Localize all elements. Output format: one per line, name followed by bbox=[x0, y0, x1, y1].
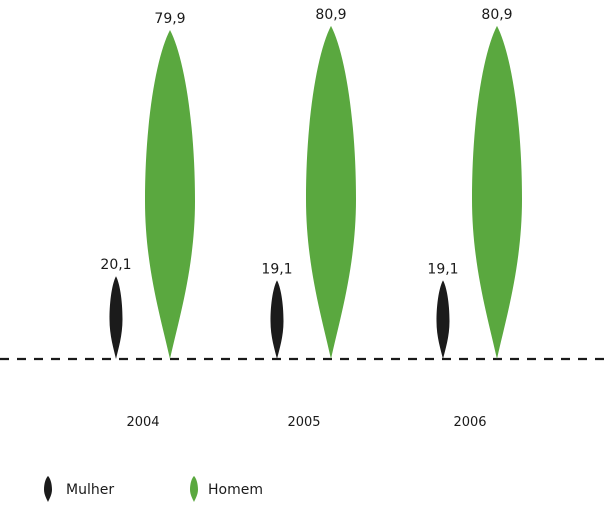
mark-mulher-2004 bbox=[109, 276, 123, 359]
year-labels: 2004 2005 2006 bbox=[126, 415, 486, 430]
legend-label-homem: Homem bbox=[208, 482, 263, 498]
marks bbox=[109, 25, 522, 359]
legend-icon-mulher bbox=[44, 476, 52, 502]
value-labels: 20,1 79,9 19,1 80,9 19,1 80,9 bbox=[100, 7, 512, 277]
x-tick-label-2004: 2004 bbox=[126, 415, 159, 430]
value-label-mulher-2004: 20,1 bbox=[100, 257, 131, 273]
value-label-mulher-2006: 19,1 bbox=[427, 261, 458, 277]
legend: Mulher Homem bbox=[44, 476, 263, 502]
mark-mulher-2006 bbox=[436, 280, 450, 359]
x-tick-label-2006: 2006 bbox=[453, 415, 486, 430]
value-label-homem-2006: 80,9 bbox=[481, 7, 512, 23]
value-label-mulher-2005: 19,1 bbox=[261, 261, 292, 277]
x-tick-label-2005: 2005 bbox=[287, 415, 320, 430]
legend-label-mulher: Mulher bbox=[66, 482, 114, 498]
value-label-homem-2005: 80,9 bbox=[315, 7, 346, 23]
legend-icon-homem bbox=[190, 476, 198, 502]
mark-homem-2006 bbox=[472, 25, 522, 359]
mark-homem-2005 bbox=[306, 25, 356, 359]
mark-homem-2004 bbox=[145, 30, 195, 359]
value-label-homem-2004: 79,9 bbox=[154, 11, 185, 27]
mark-mulher-2005 bbox=[270, 280, 284, 359]
